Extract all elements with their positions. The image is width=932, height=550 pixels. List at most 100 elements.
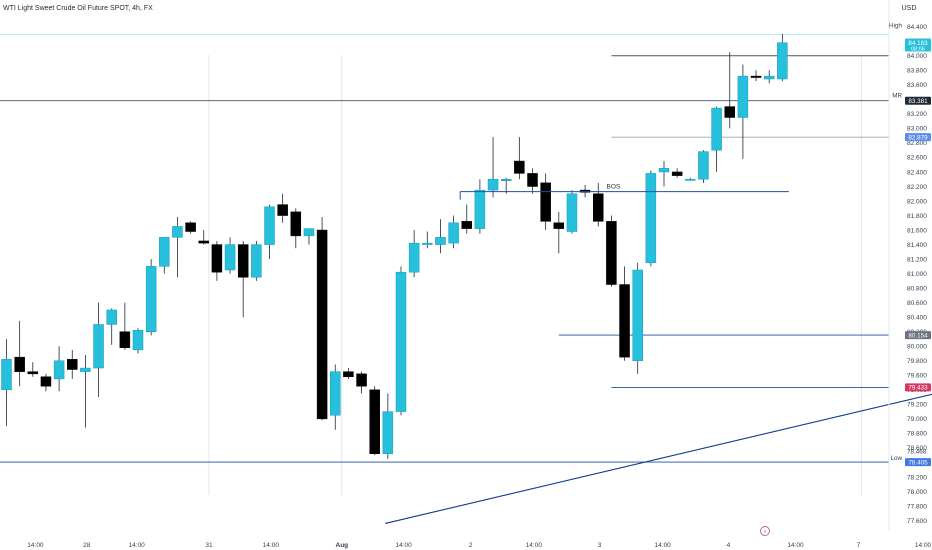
price-badge-bg [905, 383, 931, 392]
candle-body [330, 371, 341, 416]
price-badge-label: 84.183 [908, 40, 928, 47]
candle-body [237, 244, 249, 278]
axis-text-high: High [889, 22, 902, 29]
candle[interactable] [237, 240, 249, 318]
candle[interactable] [224, 237, 236, 274]
price-tick-label: 81.600 [907, 227, 927, 234]
candle[interactable] [356, 371, 367, 394]
candle[interactable] [487, 137, 499, 198]
candle-body [527, 173, 538, 187]
candle-body [632, 269, 643, 362]
price-tick-label: 82.800 [907, 140, 927, 147]
candle[interactable] [461, 204, 472, 234]
candle[interactable] [27, 362, 39, 377]
candle[interactable] [40, 373, 52, 392]
candle-body [395, 271, 407, 412]
time-tick-label: 14:00 [395, 542, 412, 549]
candle[interactable] [685, 177, 696, 181]
candle[interactable] [198, 230, 209, 245]
candle-body [303, 228, 315, 237]
candle[interactable] [711, 106, 722, 172]
candle[interactable] [527, 168, 538, 194]
candle[interactable] [382, 393, 394, 459]
candle[interactable] [408, 230, 420, 278]
price-tick-label: 79.200 [907, 402, 927, 409]
candles[interactable] [1, 33, 788, 459]
candle[interactable] [159, 237, 170, 274]
candle[interactable] [185, 221, 196, 234]
candle-body [750, 75, 762, 78]
candle-body [277, 204, 288, 216]
candle[interactable] [106, 308, 117, 345]
trendline[interactable] [385, 287, 932, 524]
candle[interactable] [566, 190, 578, 234]
candle[interactable] [290, 208, 302, 249]
price-tick-label: 78.800 [907, 431, 927, 438]
candle[interactable] [763, 70, 775, 84]
candle[interactable] [369, 386, 380, 456]
candle[interactable] [251, 240, 262, 281]
candle[interactable] [777, 33, 788, 82]
candle[interactable] [330, 364, 341, 430]
candle-body [1, 359, 12, 391]
candle[interactable] [93, 302, 104, 398]
price-tick-label: 81.400 [907, 242, 927, 249]
candle-body [593, 193, 604, 222]
candle[interactable] [658, 161, 670, 187]
price-tick-label: 80.800 [907, 285, 927, 292]
candle[interactable] [119, 302, 131, 350]
price-tick-label: 77.800 [907, 503, 927, 510]
price-tick-label: 81.200 [907, 256, 927, 263]
candle[interactable] [645, 170, 657, 267]
candle[interactable] [698, 150, 709, 183]
candle[interactable] [132, 328, 144, 354]
axis-text-78.468: 78.468 [907, 449, 927, 456]
alert-icon[interactable]: ⚡ [760, 526, 770, 536]
candle[interactable] [14, 320, 25, 387]
candle-body [316, 229, 328, 420]
candle-body [474, 189, 486, 229]
candle[interactable] [448, 215, 459, 249]
price-tick-label: 82.400 [907, 169, 927, 176]
candle-body [80, 367, 91, 372]
candle[interactable] [145, 259, 157, 336]
candle[interactable] [435, 219, 446, 254]
price-tick-label: 78.000 [907, 489, 927, 496]
candle[interactable] [264, 204, 275, 260]
candle[interactable] [724, 52, 735, 129]
candle[interactable] [540, 173, 551, 231]
time-tick-label: 28 [83, 542, 91, 549]
candle-body [382, 411, 394, 454]
candle[interactable] [750, 70, 762, 82]
candle[interactable] [606, 215, 617, 287]
price-tick-label: 84.400 [907, 24, 927, 31]
candle[interactable] [395, 266, 407, 416]
candle-body [711, 107, 722, 151]
candle[interactable] [80, 354, 91, 428]
candle[interactable] [632, 262, 643, 374]
candle[interactable] [211, 240, 223, 281]
candle[interactable] [67, 349, 78, 379]
candle[interactable] [593, 182, 604, 227]
candle[interactable] [553, 211, 565, 254]
candle[interactable] [474, 179, 486, 234]
candle-body [606, 221, 617, 285]
candle[interactable] [303, 228, 315, 245]
candle[interactable] [671, 168, 683, 178]
candle[interactable] [619, 266, 630, 361]
candle[interactable] [737, 64, 749, 159]
candle[interactable] [514, 137, 525, 180]
currency-label[interactable]: USD [902, 5, 917, 12]
time-tick-label: 3 [598, 542, 602, 549]
time-axis[interactable]: 14:00 28 14:00 31 14:00 Aug 14:00 2 14:00 3 14:00 4… [27, 542, 932, 549]
candle[interactable] [316, 216, 328, 421]
candle[interactable] [277, 193, 288, 223]
candle[interactable] [53, 346, 65, 392]
price-tick-label: 78.200 [907, 474, 927, 481]
candle[interactable] [422, 231, 433, 249]
candle[interactable] [172, 216, 183, 278]
candle[interactable] [1, 338, 12, 427]
candle[interactable] [343, 368, 354, 379]
